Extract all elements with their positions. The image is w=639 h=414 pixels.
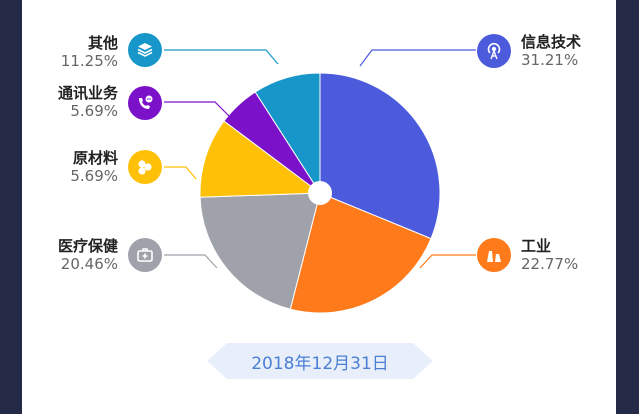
pie-slice-materials (199, 120, 322, 198)
leader-line-info-tech (359, 49, 476, 67)
pie-slice-info-tech (319, 72, 441, 240)
phone-chat-icon (128, 86, 162, 120)
leader-line-telecom (164, 101, 231, 118)
antenna-icon (477, 34, 511, 68)
pie-slice-healthcare (199, 192, 321, 310)
slice-percent: 5.69% (70, 167, 118, 185)
layers-icon (128, 33, 162, 67)
slice-name: 其他 (87, 34, 118, 52)
hexagons-icon (128, 150, 162, 184)
label-healthcare: 医疗保健 20.46% (40, 237, 118, 273)
pie-center-hole (308, 181, 332, 205)
label-materials: 原材料 5.69% (40, 149, 118, 185)
pie-slice-industry (289, 192, 432, 314)
leader-line-healthcare (164, 254, 218, 269)
label-other: 其他 11.25% (40, 34, 118, 70)
label-industry: 工业 22.77% (521, 237, 578, 273)
date-label: 2018年12月31日 (251, 353, 389, 374)
slice-percent: 22.77% (521, 255, 579, 273)
slice-percent: 20.46% (60, 255, 118, 273)
leader-line-materials (164, 166, 197, 180)
leader-line-industry (419, 254, 476, 269)
leader-line-other (164, 49, 279, 65)
date-pill-shape (207, 343, 433, 379)
slice-percent: 31.21% (521, 51, 579, 69)
slice-name: 医疗保健 (57, 237, 118, 255)
slice-percent: 5.69% (70, 102, 118, 120)
label-telecom: 通讯业务 5.69% (40, 84, 118, 120)
slice-name: 工业 (521, 237, 552, 255)
slice-percent: 11.25% (60, 52, 118, 70)
medical-kit-icon (128, 238, 162, 272)
slice-name: 原材料 (72, 149, 118, 167)
factory-icon (477, 238, 511, 272)
slice-name: 通讯业务 (57, 84, 118, 102)
slice-name: 信息技术 (521, 33, 582, 51)
label-info-tech: 信息技术 31.21% (521, 33, 581, 69)
pie-slice-other (254, 72, 321, 195)
